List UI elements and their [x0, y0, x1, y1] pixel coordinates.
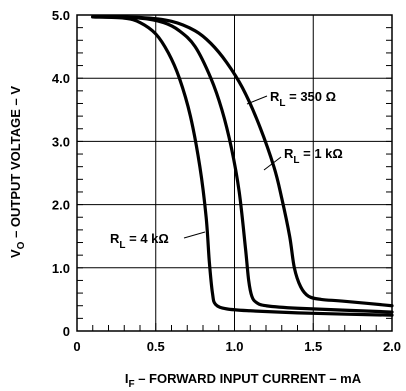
y-axis-title: VO – OUTPUT VOLTAGE – V — [8, 86, 27, 258]
plot-frame — [76, 14, 393, 332]
x-axis-title: IF – FORWARD INPUT CURRENT – mA — [125, 371, 362, 390]
label-rl-1k: RL = 1 kΩ — [284, 146, 343, 166]
y-tick-label: 3.0 — [52, 134, 70, 149]
leader-350 — [246, 95, 268, 105]
x-tick-label: 0 — [73, 339, 80, 354]
y-tick-label: 4.0 — [52, 71, 70, 86]
series-rl-4k — [91, 15, 394, 317]
grid — [77, 15, 392, 331]
annotations: RL = 350 Ω RL = 1 kΩ RL = 4 kΩ — [110, 89, 343, 251]
y-tick-label: 0 — [63, 324, 70, 339]
x-tick-label: 1.0 — [225, 339, 243, 354]
leader-4k — [183, 231, 206, 239]
y-tick-label: 2.0 — [52, 198, 70, 213]
x-tick-label: 0.5 — [147, 339, 165, 354]
leader-1k — [263, 156, 282, 171]
series-rl-1k — [91, 15, 394, 314]
x-tick-label: 2.0 — [383, 339, 401, 354]
tick-labels: 0 0.5 1.0 1.5 2.0 0 1.0 2.0 3.0 4.0 5.0 — [52, 8, 401, 354]
label-rl-350: RL = 350 Ω — [270, 89, 336, 109]
x-tick-label: 1.5 — [304, 339, 322, 354]
series-rl-350 — [91, 15, 394, 308]
y-tick-label: 1.0 — [52, 261, 70, 276]
series-lines — [91, 15, 394, 317]
y-tick-label: 5.0 — [52, 8, 70, 23]
label-rl-4k: RL = 4 kΩ — [110, 231, 169, 251]
axis-ticks — [76, 14, 393, 332]
